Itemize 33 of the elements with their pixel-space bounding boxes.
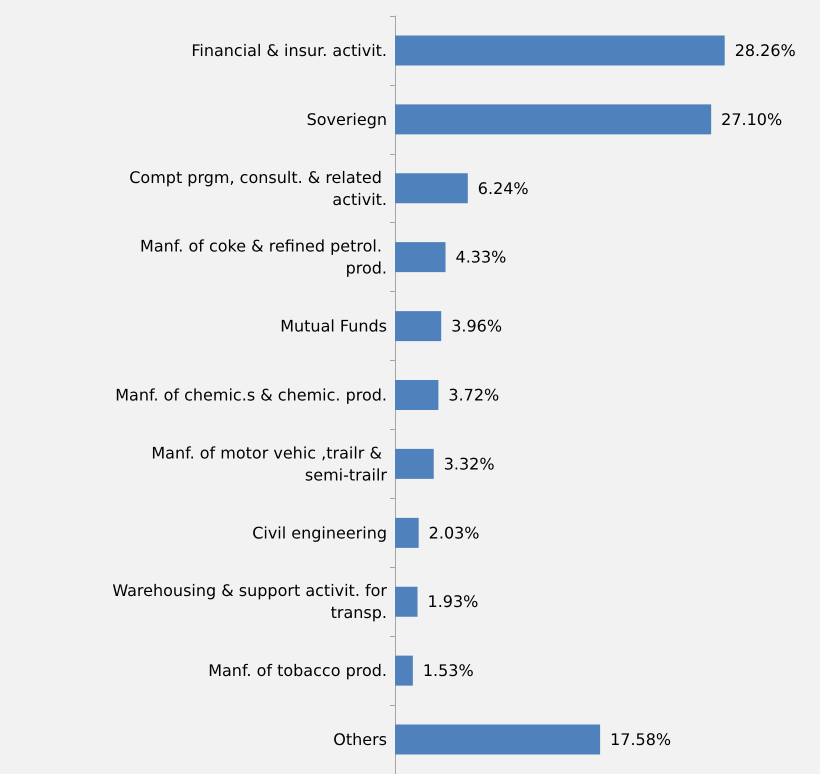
data-label: 28.26% bbox=[734, 40, 796, 60]
bar bbox=[395, 311, 442, 342]
bar bbox=[395, 518, 419, 548]
bar bbox=[395, 173, 468, 204]
data-label: 2.03% bbox=[428, 523, 480, 542]
y-tick-label: Manf. of tobacco prod. bbox=[208, 661, 387, 680]
y-tick-label: Warehousing & support activit. for transp. bbox=[112, 581, 388, 622]
data-label: 3.72% bbox=[448, 386, 500, 404]
bar bbox=[395, 448, 434, 479]
bar bbox=[395, 35, 725, 66]
bar bbox=[395, 380, 438, 410]
data-label: 4.33% bbox=[456, 248, 506, 267]
data-label: 3.96% bbox=[451, 316, 502, 336]
y-tick-label: Manf. of coke & refined petrol. prod. bbox=[140, 236, 387, 278]
data-label: 6.24% bbox=[478, 178, 529, 198]
bar bbox=[395, 724, 600, 755]
bar bbox=[395, 104, 712, 134]
y-tick-label: Soveriegn bbox=[306, 110, 387, 129]
bar bbox=[395, 656, 413, 686]
y-tick-label: Civil engineering bbox=[252, 523, 387, 542]
y-tick-label: Others bbox=[333, 730, 387, 750]
y-tick-label: Mutual Funds bbox=[280, 316, 387, 336]
data-label: 27.10% bbox=[721, 110, 782, 129]
data-label: 1.53% bbox=[422, 661, 474, 680]
y-tick-label: Compt prgm, consult. & related activit. bbox=[129, 168, 387, 209]
bar bbox=[395, 242, 446, 272]
bar bbox=[395, 586, 418, 617]
y-tick-label: Manf. of motor vehic ,trailr & semi-trailr bbox=[151, 443, 388, 484]
data-label: 3.32% bbox=[444, 454, 495, 474]
data-label: 17.58% bbox=[610, 730, 672, 750]
data-label: 1.93% bbox=[428, 592, 478, 612]
y-tick-label: Financial & insur. activit. bbox=[191, 40, 387, 60]
y-tick-label: Manf. of chemic.s & chemic. prod. bbox=[115, 386, 387, 404]
